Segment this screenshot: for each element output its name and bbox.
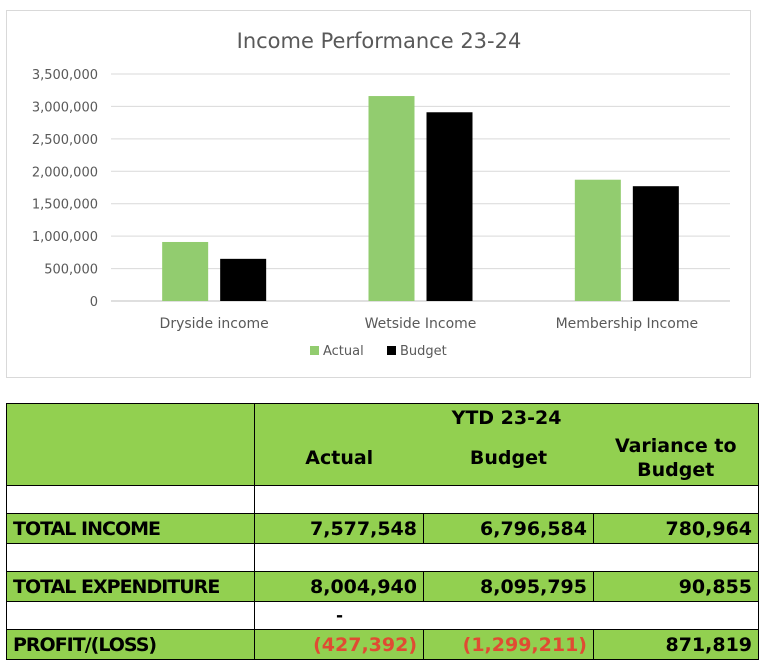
income-variance: 780,964 xyxy=(592,513,760,544)
bar-budget-2 xyxy=(632,186,679,301)
category-label: Membership Income xyxy=(556,316,699,332)
col-header-variance: Variance to Budget xyxy=(593,431,760,486)
income-budget: 6,796,584 xyxy=(423,513,594,544)
col-header-budget: Budget xyxy=(423,431,594,486)
bar-actual-2 xyxy=(574,179,621,301)
chart-title: Income Performance 23-24 xyxy=(237,29,522,53)
income-actual: 7,577,548 xyxy=(254,513,424,544)
period-header: YTD 23-24 xyxy=(253,403,760,432)
chart-panel: Income Performance 23-24 3,500,000 3,000,… xyxy=(6,10,751,378)
y-tick-label: 2,000,000 xyxy=(32,165,98,180)
legend-label: Budget xyxy=(400,344,447,359)
header-blank-2 xyxy=(6,431,255,486)
bar-actual-1 xyxy=(368,96,415,302)
summary-table: YTD 23-24 Actual Budget Variance to Budg… xyxy=(6,403,760,660)
spacer-cell xyxy=(6,601,255,630)
legend-swatch xyxy=(310,346,319,355)
bar-budget-1 xyxy=(426,112,473,301)
dash-text: - xyxy=(335,605,344,626)
profit-actual: (427,392) xyxy=(254,629,424,660)
profit-variance: 871,819 xyxy=(592,629,760,660)
y-tick-label: 1,500,000 xyxy=(32,198,98,213)
legend-label: Actual xyxy=(323,344,364,359)
spacer-cell xyxy=(253,543,760,572)
bar-actual-0 xyxy=(162,241,209,301)
expenditure-budget: 8,095,795 xyxy=(423,571,594,602)
expenditure-actual: 8,004,940 xyxy=(254,571,424,602)
header-blank xyxy=(6,403,255,432)
row-label-expenditure: TOTAL EXPENDITURE xyxy=(6,571,255,602)
y-tick-label: 3,000,000 xyxy=(32,100,98,115)
y-tick-label: 1,000,000 xyxy=(32,230,98,245)
row-label-profit: PROFIT/(LOSS) xyxy=(6,629,255,660)
category-label: Dryside income xyxy=(160,316,269,332)
table-row: TOTAL EXPENDITURE 8,004,940 8,095,795 90… xyxy=(6,571,760,602)
spacer-cell xyxy=(253,485,760,514)
table-row: TOTAL INCOME 7,577,548 6,796,584 780,964 xyxy=(6,513,760,544)
y-tick-label: 3,500,000 xyxy=(32,68,98,83)
spacer-cell xyxy=(6,543,255,572)
y-tick-label: 500,000 xyxy=(44,263,98,278)
table-row: PROFIT/(LOSS) (427,392) (1,299,211) 871,… xyxy=(6,629,760,660)
expenditure-variance: 90,855 xyxy=(592,571,760,602)
y-tick-label: 0 xyxy=(90,295,98,310)
row-label-income: TOTAL INCOME xyxy=(6,513,255,544)
y-tick-label: 2,500,000 xyxy=(32,133,98,148)
col-header-actual: Actual xyxy=(254,431,424,486)
bar-budget-0 xyxy=(220,258,267,301)
legend-swatch xyxy=(387,346,396,355)
profit-budget: (1,299,211) xyxy=(423,629,594,660)
spacer-cell xyxy=(6,485,255,514)
income-bar-chart: Income Performance 23-24 3,500,000 3,000,… xyxy=(32,29,730,359)
category-label: Wetside Income xyxy=(365,316,477,332)
dash-cell: - xyxy=(253,601,760,630)
